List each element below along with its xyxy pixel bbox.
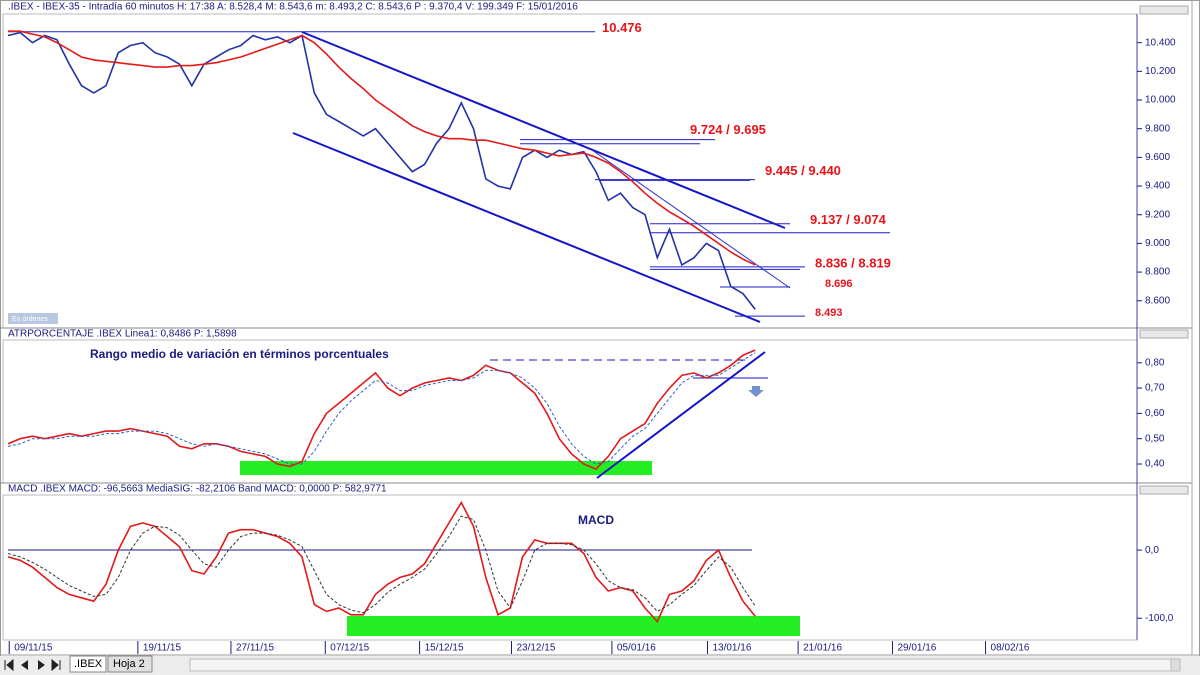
series-line [7, 31, 756, 310]
x-tick-label: 27/11/15 [236, 643, 275, 654]
uptrend-line [596, 351, 766, 479]
level-label: 10.476 [602, 20, 642, 35]
series-line [7, 500, 756, 624]
y-tick-label: 9.400 [1145, 181, 1170, 192]
x-tick-label: 08/02/16 [991, 643, 1030, 654]
level-label: 9.724 / 9.695 [690, 122, 766, 137]
series-line [7, 352, 756, 465]
y-tick-label: 9.800 [1145, 123, 1170, 134]
series-line [7, 349, 756, 471]
y-tick-label: 8.800 [1145, 267, 1170, 278]
x-tick-label: 21/01/16 [803, 643, 842, 654]
x-tick-label: 09/11/15 [14, 643, 53, 654]
x-tick-label: 23/12/15 [516, 643, 555, 654]
level-label: 8.493 [815, 307, 843, 319]
panel-button[interactable] [1139, 5, 1189, 15]
y-tick-label: 0,70 [1145, 383, 1165, 394]
tab[interactable] [107, 655, 153, 673]
panel-subtitle: Rango medio de variación en términos por… [90, 347, 389, 361]
channel-upper [301, 31, 786, 229]
x-tick-label: 15/12/15 [425, 643, 464, 654]
series-line [8, 30, 756, 266]
panel-title: .IBEX - IBEX-35 - Intradía 60 minutos H:… [8, 2, 578, 13]
panel-subtitle: MACD [578, 513, 614, 527]
nav-last[interactable] [51, 658, 61, 672]
order-box [8, 313, 58, 324]
nav-next[interactable] [38, 660, 45, 670]
y-tick-label: 0,0 [1145, 545, 1159, 556]
panel-title: MACD .IBEX MACD: -96,5663 MediaSIG: -82,… [8, 484, 387, 495]
tab-nav[interactable] [4, 658, 61, 672]
level-label: 9.137 / 9.074 [810, 212, 887, 227]
y-tick-label: 8.600 [1145, 295, 1170, 306]
nav-first[interactable] [4, 658, 14, 672]
level-label: 8.696 [825, 278, 853, 290]
y-tick-label: 0,40 [1145, 459, 1165, 470]
highlight [347, 616, 800, 636]
y-tick-label: 9.000 [1145, 238, 1170, 249]
scroll-thumb[interactable] [1170, 658, 1181, 672]
x-tick-label: 29/01/16 [897, 643, 936, 654]
x-tick-label: 07/12/15 [330, 643, 369, 654]
tab-label[interactable]: .IBEX [74, 658, 103, 670]
y-tick-label: 10.400 [1145, 37, 1176, 48]
panel-title: ATRPORCENTAJE .IBEX Linea1: 0,8486 P: 1,… [8, 329, 237, 340]
y-tick-label: -100,0 [1145, 613, 1174, 624]
y-tick-label: 9.200 [1145, 209, 1170, 220]
level-label: 8.836 / 8.819 [815, 255, 891, 270]
y-tick-label: 0,80 [1145, 357, 1165, 368]
scrollbar[interactable] [189, 658, 1181, 672]
y-tick-label: 9.600 [1145, 152, 1170, 163]
down-arrow [748, 386, 764, 397]
trend-line [591, 149, 791, 289]
x-tick-label: 05/01/16 [617, 643, 656, 654]
x-tick-label: 19/11/15 [143, 643, 182, 654]
level-label: 9.445 / 9.440 [765, 163, 841, 178]
y-tick-label: 10.000 [1145, 95, 1176, 106]
nav-prev[interactable] [21, 660, 28, 670]
tab-active[interactable] [69, 655, 107, 673]
highlight [240, 461, 652, 475]
order-label: En órdenes [12, 316, 48, 323]
channel-lower [292, 132, 761, 323]
y-tick-label: 0,50 [1145, 433, 1165, 444]
panel-button[interactable] [1139, 329, 1189, 339]
panel-button[interactable] [1139, 485, 1189, 495]
y-tick-label: 10.200 [1145, 66, 1176, 77]
x-tick-label: 13/01/16 [712, 643, 751, 654]
tab-label[interactable]: Hoja 2 [113, 658, 145, 670]
y-tick-label: 0,60 [1145, 408, 1165, 419]
